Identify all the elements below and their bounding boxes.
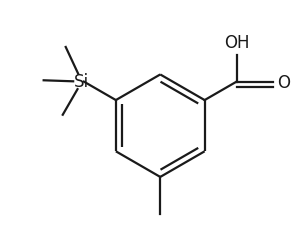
Text: Si: Si (74, 73, 89, 91)
Text: OH: OH (224, 34, 250, 52)
Text: O: O (277, 74, 290, 92)
